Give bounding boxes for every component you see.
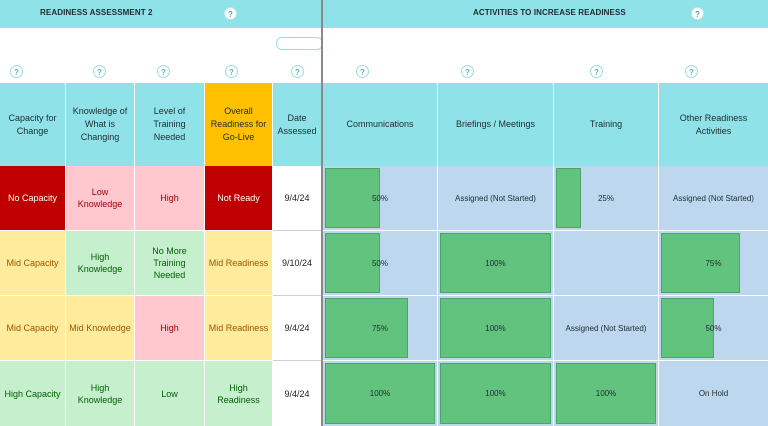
progress-fill [325,298,408,358]
cell-knowledge[interactable]: High Knowledge [66,361,135,426]
header-other-activities: Other Readiness Activities [659,83,768,166]
activity-cell[interactable]: 50% [323,231,438,296]
cell-capacity[interactable]: Mid Capacity [0,231,66,296]
section-divider [321,0,323,426]
help-icon[interactable]: ? [10,65,23,78]
header-training-level: Level of Training Needed [135,83,205,166]
cell-date[interactable]: 9/4/24 [273,166,321,231]
help-icon[interactable]: ? [461,65,474,78]
activity-label: 50% [705,323,722,333]
progress-fill [440,363,551,424]
cell-knowledge[interactable]: Mid Knowledge [66,296,135,361]
help-icon[interactable]: ? [157,65,170,78]
activity-label: 100% [595,389,617,398]
activity-label [554,231,658,295]
header-training: Training [554,83,659,166]
right-help-band [323,28,768,83]
activity-label: 75% [705,258,722,268]
activity-cell[interactable]: 100% [438,361,554,426]
help-icon[interactable]: ? [691,7,704,20]
header-knowledge: Knowledge of What is Changing [66,83,135,166]
activity-cell[interactable]: Assigned (Not Started) [554,296,659,361]
cell-capacity[interactable]: High Capacity [0,361,66,426]
activity-cell[interactable]: 25% [554,166,659,231]
activity-label: Assigned (Not Started) [565,323,647,333]
help-icon[interactable]: ? [685,65,698,78]
activity-label: 25% [597,193,614,203]
help-icon[interactable]: ? [590,65,603,78]
help-icon[interactable]: ? [225,65,238,78]
right-title: ACTIVITIES TO INCREASE READINESS [473,8,626,17]
cell-date[interactable]: 9/4/24 [273,296,321,361]
activity-cell[interactable]: 100% [323,361,438,426]
cell-overall[interactable]: Mid Readiness [205,231,273,296]
activity-label: 100% [485,258,506,268]
activity-cell[interactable]: Assigned (Not Started) [659,166,768,231]
cell-training-level[interactable]: High [135,296,205,361]
progress-fill [325,233,380,293]
header-date-assessed: Date Assessed [273,83,321,166]
help-icon[interactable]: ? [291,65,304,78]
activity-cell[interactable]: 100% [438,231,554,296]
left-title: READINESS ASSESSMENT 2 [40,8,153,17]
right-title-bar: ACTIVITIES TO INCREASE READINESS ? [323,0,768,28]
progress-fill [440,233,551,293]
activity-label: 50% [371,258,388,268]
activity-cell[interactable]: 75% [659,231,768,296]
activity-cell[interactable]: On Hold [659,361,768,426]
activity-cell[interactable]: 50% [323,166,438,231]
cell-training-level[interactable]: High [135,166,205,231]
activity-cell[interactable]: Assigned (Not Started) [438,166,554,231]
cell-date[interactable]: 9/4/24 [273,361,321,426]
cell-overall[interactable]: Not Ready [205,166,273,231]
activity-label: 100% [369,389,391,398]
cell-training-level[interactable]: Low [135,361,205,426]
activity-label: On Hold [698,389,729,398]
activity-cell[interactable]: 100% [438,296,554,361]
cell-overall[interactable]: High Readiness [205,361,273,426]
activity-label: Assigned (Not Started) [673,193,754,203]
cell-overall[interactable]: Mid Readiness [205,296,273,361]
activity-label: 100% [485,389,506,398]
activity-label: 50% [371,193,388,203]
activity-label: 75% [371,323,388,333]
header-briefings: Briefings / Meetings [438,83,554,166]
cell-capacity[interactable]: No Capacity [0,166,66,231]
progress-fill [661,233,740,293]
progress-fill [325,168,380,228]
progress-fill [556,363,656,424]
progress-fill [440,298,551,358]
cell-knowledge[interactable]: High Knowledge [66,231,135,296]
small-control-button[interactable] [276,37,323,50]
left-title-bar: READINESS ASSESSMENT 2 ? [0,0,321,28]
activity-label: Assigned (Not Started) [455,193,536,203]
help-icon[interactable]: ? [93,65,106,78]
help-icon[interactable]: ? [224,7,237,20]
activity-cell[interactable]: 50% [659,296,768,361]
activity-cell[interactable] [554,231,659,296]
activity-cell[interactable]: 75% [323,296,438,361]
activity-label: 100% [485,323,506,333]
activity-cell[interactable]: 100% [554,361,659,426]
cell-training-level[interactable]: No More Training Needed [135,231,205,296]
progress-fill [556,168,581,228]
cell-knowledge[interactable]: Low Knowledge [66,166,135,231]
cell-capacity[interactable]: Mid Capacity [0,296,66,361]
header-capacity: Capacity for Change [0,83,66,166]
progress-fill [325,363,435,424]
header-communications: Communications [323,83,438,166]
cell-date[interactable]: 9/10/24 [273,231,321,296]
header-overall-readiness: Overall Readiness for Go-Live [205,83,273,166]
help-icon[interactable]: ? [356,65,369,78]
progress-fill [661,298,714,358]
